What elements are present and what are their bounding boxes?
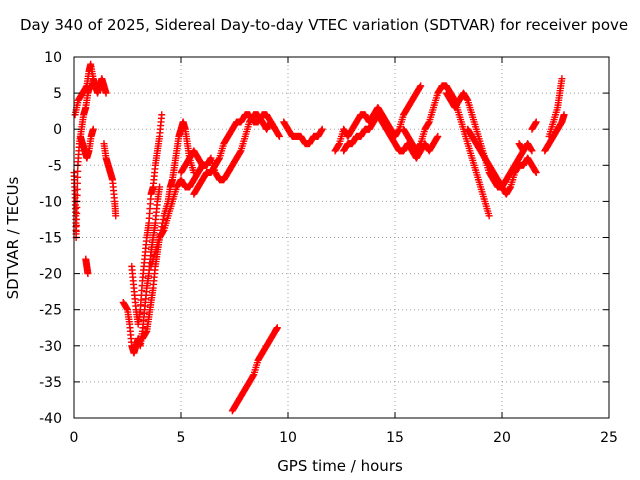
data-point [74, 173, 82, 181]
data-point [434, 132, 442, 140]
data-point [416, 141, 424, 149]
data-point [190, 169, 198, 177]
x-tick-label: 15 [386, 430, 404, 446]
data-point [206, 155, 214, 163]
data-point [157, 226, 165, 234]
y-tick-label: 0 [53, 122, 62, 138]
data-point [433, 134, 441, 142]
data-point [123, 304, 131, 312]
data-point [249, 372, 257, 380]
data-point [82, 83, 90, 91]
y-tick-label: -30 [39, 339, 62, 355]
data-point [463, 95, 471, 103]
data-point [558, 75, 566, 83]
y-tick-label: 10 [44, 50, 62, 66]
data-point [527, 146, 535, 154]
data-point [142, 329, 150, 337]
x-tick-label: 25 [600, 430, 618, 446]
data-point [273, 324, 281, 332]
y-tick-label: -25 [39, 303, 62, 319]
y-tick-label: 5 [53, 86, 62, 102]
data-point [102, 89, 110, 97]
data-point [84, 270, 92, 278]
data-point [73, 191, 81, 199]
data-point [425, 119, 433, 127]
data-point [485, 212, 493, 220]
data-point [532, 118, 540, 126]
data-point [416, 83, 424, 91]
data-point [528, 147, 536, 155]
x-tick-label: 5 [177, 430, 186, 446]
data-point [158, 219, 166, 227]
data-point [156, 230, 164, 238]
y-tick-label: -15 [39, 231, 62, 247]
data-point [275, 131, 283, 139]
data-point [159, 215, 167, 223]
y-tick-label: -35 [39, 375, 62, 391]
y-tick-label: -40 [39, 411, 62, 427]
data-point [89, 125, 97, 133]
data-point [158, 111, 166, 119]
data-point [73, 179, 81, 187]
x-tick-label: 10 [279, 430, 297, 446]
data-point [560, 111, 568, 119]
data-point [506, 184, 514, 192]
y-tick-label: -10 [39, 194, 62, 210]
data-point [275, 132, 283, 140]
data-point [74, 167, 82, 175]
grid [74, 57, 609, 418]
x-axis-label: GPS time / hours [277, 457, 403, 475]
data-point [73, 185, 81, 193]
data-point [417, 82, 425, 90]
data-point [532, 119, 540, 127]
data-point [215, 155, 223, 163]
x-tick-label: 0 [70, 430, 79, 446]
chart-title: Day 340 of 2025, Sidereal Day-to-day VTE… [20, 16, 628, 34]
data-point [318, 126, 326, 134]
y-tick-label: -5 [48, 158, 62, 174]
data-point [158, 223, 166, 231]
data-point [156, 234, 164, 241]
x-tick-label: 20 [493, 430, 511, 446]
data-points [70, 60, 568, 415]
y-tick-label: -20 [39, 267, 62, 283]
data-point [156, 183, 164, 191]
data-point [532, 169, 540, 177]
axis-ticks: 0 5 10 15 20 25 -40 -35 -30 -25 -20 -15 -10 -5 0 5 10 [39, 50, 618, 446]
data-point [112, 212, 120, 220]
y-axis-label: SDTVAR / TECUs [4, 176, 22, 299]
data-point [335, 141, 343, 149]
data-point [318, 125, 326, 133]
data-point [236, 148, 244, 156]
data-point [73, 203, 81, 211]
data-point [532, 167, 540, 175]
